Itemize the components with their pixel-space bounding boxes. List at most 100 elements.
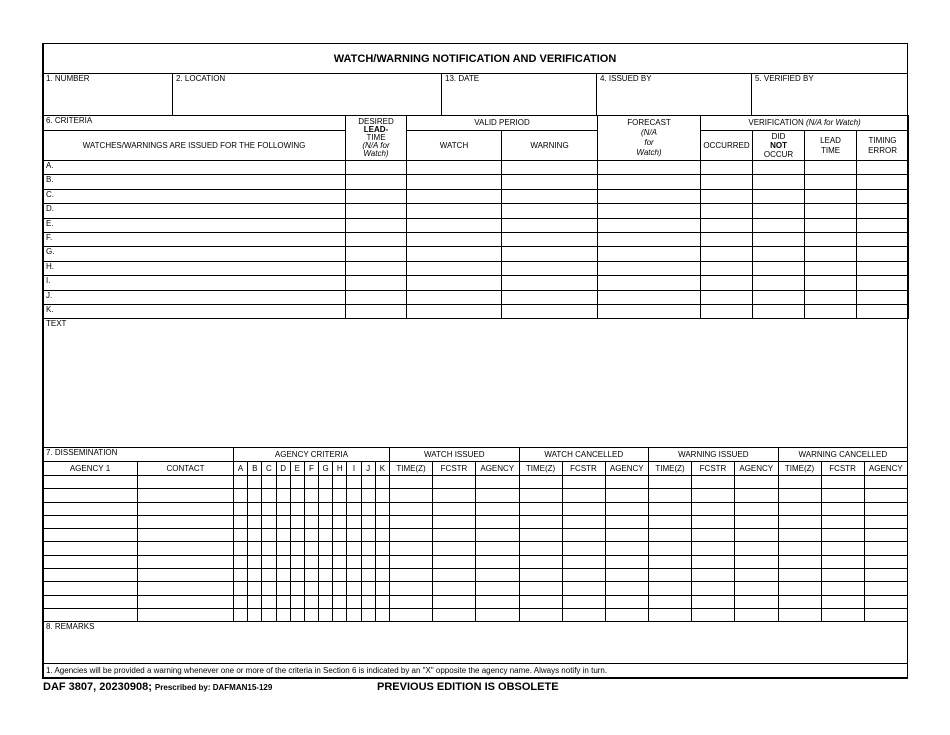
- criteria-cell[interactable]: [345, 275, 407, 291]
- dissemination-cell[interactable]: [734, 568, 779, 583]
- dissemination-cell[interactable]: [136, 488, 235, 503]
- dissemination-cell[interactable]: [374, 594, 391, 609]
- verified-by-field[interactable]: 5. VERIFIED BY: [750, 73, 909, 116]
- dissemination-cell[interactable]: [475, 541, 520, 556]
- dissemination-cell[interactable]: [518, 554, 563, 570]
- criteria-cell[interactable]: [700, 303, 754, 320]
- number-field[interactable]: 1. NUMBER: [42, 73, 173, 116]
- dissemination-cell[interactable]: [42, 514, 138, 530]
- dissemination-cell[interactable]: [332, 514, 348, 530]
- dissemination-cell[interactable]: [360, 488, 376, 503]
- dissemination-cell[interactable]: [863, 594, 909, 609]
- dissemination-cell[interactable]: [389, 474, 434, 490]
- dissemination-cell[interactable]: [261, 474, 277, 490]
- dissemination-cell[interactable]: [42, 501, 138, 516]
- criteria-cell[interactable]: [406, 246, 502, 262]
- dissemination-cell[interactable]: [820, 474, 865, 490]
- dissemination-cell[interactable]: [261, 541, 277, 556]
- criteria-cell[interactable]: [345, 188, 407, 205]
- criteria-cell[interactable]: [856, 203, 910, 219]
- dissemination-cell[interactable]: [863, 514, 909, 530]
- criteria-cell[interactable]: [804, 203, 858, 219]
- dissemination-cell[interactable]: [233, 554, 249, 570]
- criteria-row-label[interactable]: K.: [42, 303, 346, 320]
- dissemination-cell[interactable]: [374, 528, 391, 543]
- dissemination-cell[interactable]: [318, 568, 334, 583]
- dissemination-cell[interactable]: [261, 554, 277, 570]
- criteria-row-label[interactable]: E.: [42, 217, 346, 233]
- dissemination-cell[interactable]: [247, 568, 263, 583]
- dissemination-cell[interactable]: [346, 528, 362, 543]
- dissemination-cell[interactable]: [820, 541, 865, 556]
- criteria-cell[interactable]: [700, 188, 754, 205]
- dissemination-cell[interactable]: [318, 554, 334, 570]
- dissemination-cell[interactable]: [360, 554, 376, 570]
- dissemination-cell[interactable]: [233, 607, 249, 623]
- dissemination-cell[interactable]: [275, 514, 291, 530]
- criteria-cell[interactable]: [804, 231, 858, 248]
- dissemination-cell[interactable]: [475, 488, 520, 503]
- dissemination-cell[interactable]: [360, 541, 376, 556]
- criteria-cell[interactable]: [597, 275, 702, 291]
- issued-by-field[interactable]: 4. ISSUED BY: [596, 73, 752, 116]
- dissemination-cell[interactable]: [475, 474, 520, 490]
- dissemination-cell[interactable]: [820, 581, 865, 596]
- criteria-cell[interactable]: [597, 231, 702, 248]
- dissemination-cell[interactable]: [691, 488, 736, 503]
- dissemination-cell[interactable]: [691, 594, 736, 609]
- dissemination-cell[interactable]: [374, 474, 391, 490]
- dissemination-cell[interactable]: [777, 501, 822, 516]
- dissemination-cell[interactable]: [389, 501, 434, 516]
- dissemination-cell[interactable]: [247, 474, 263, 490]
- text-field[interactable]: TEXT: [42, 318, 908, 448]
- criteria-cell[interactable]: [597, 174, 702, 190]
- dissemination-cell[interactable]: [360, 568, 376, 583]
- dissemination-cell[interactable]: [863, 528, 909, 543]
- dissemination-cell[interactable]: [389, 541, 434, 556]
- dissemination-cell[interactable]: [289, 581, 305, 596]
- dissemination-cell[interactable]: [332, 528, 348, 543]
- dissemination-cell[interactable]: [648, 501, 693, 516]
- criteria-cell[interactable]: [345, 203, 407, 219]
- dissemination-cell[interactable]: [332, 594, 348, 609]
- dissemination-cell[interactable]: [820, 594, 865, 609]
- dissemination-cell[interactable]: [432, 581, 477, 596]
- dissemination-cell[interactable]: [648, 594, 693, 609]
- criteria-cell[interactable]: [406, 231, 502, 248]
- criteria-cell[interactable]: [500, 159, 599, 176]
- criteria-cell[interactable]: [406, 159, 502, 176]
- dissemination-cell[interactable]: [346, 514, 362, 530]
- dissemination-cell[interactable]: [332, 568, 348, 583]
- dissemination-cell[interactable]: [691, 554, 736, 570]
- dissemination-cell[interactable]: [734, 501, 779, 516]
- criteria-cell[interactable]: [804, 159, 858, 176]
- criteria-row-label[interactable]: I.: [42, 275, 346, 291]
- dissemination-cell[interactable]: [360, 528, 376, 543]
- dissemination-cell[interactable]: [346, 474, 362, 490]
- dissemination-cell[interactable]: [604, 474, 650, 490]
- dissemination-cell[interactable]: [518, 568, 563, 583]
- dissemination-cell[interactable]: [604, 501, 650, 516]
- dissemination-cell[interactable]: [604, 568, 650, 583]
- criteria-cell[interactable]: [856, 217, 910, 233]
- criteria-row-label[interactable]: J.: [42, 289, 346, 305]
- criteria-cell[interactable]: [406, 174, 502, 190]
- dissemination-cell[interactable]: [777, 594, 822, 609]
- dissemination-cell[interactable]: [42, 488, 138, 503]
- dissemination-cell[interactable]: [289, 607, 305, 623]
- dissemination-cell[interactable]: [303, 528, 320, 543]
- dissemination-cell[interactable]: [518, 501, 563, 516]
- dissemination-cell[interactable]: [518, 541, 563, 556]
- dissemination-cell[interactable]: [233, 488, 249, 503]
- dissemination-cell[interactable]: [136, 541, 235, 556]
- dissemination-cell[interactable]: [136, 607, 235, 623]
- dissemination-cell[interactable]: [289, 488, 305, 503]
- criteria-row-label[interactable]: G.: [42, 246, 346, 262]
- dissemination-cell[interactable]: [303, 568, 320, 583]
- criteria-cell[interactable]: [345, 217, 407, 233]
- criteria-row-label[interactable]: C.: [42, 188, 346, 205]
- dissemination-cell[interactable]: [432, 528, 477, 543]
- criteria-cell[interactable]: [345, 303, 407, 320]
- dissemination-cell[interactable]: [233, 501, 249, 516]
- dissemination-cell[interactable]: [289, 528, 305, 543]
